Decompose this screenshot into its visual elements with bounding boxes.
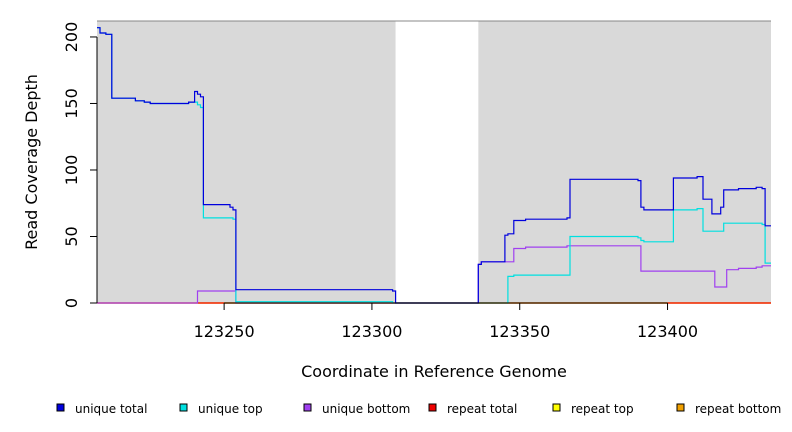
legend-swatch (303, 403, 312, 412)
legend-item-repeat-bottom: repeat bottom (676, 402, 781, 416)
legend-swatch (428, 403, 437, 412)
legend-item-unique-bottom: unique bottom (303, 402, 410, 416)
legend-swatch (56, 403, 65, 412)
x-axis-title: Coordinate in Reference Genome (301, 362, 567, 381)
y-axis-ticks: 0 50 100 150 200 (62, 22, 97, 308)
shaded-region-1 (97, 21, 396, 303)
legend-label: unique total (75, 402, 147, 416)
x-axis-ticks: 123250 123300 123350 123400 (194, 303, 698, 341)
legend-label: unique top (198, 402, 263, 416)
x-tick-label: 123300 (341, 322, 402, 341)
legend-swatch (179, 403, 188, 412)
y-tick-label: 100 (62, 155, 81, 186)
legend-label: repeat bottom (695, 402, 781, 416)
y-tick-label: 0 (62, 298, 81, 308)
legend-item-unique-total: unique total (56, 402, 147, 416)
plot-background (97, 20, 771, 303)
y-axis-title: Read Coverage Depth (22, 74, 41, 250)
legend-label: repeat top (571, 402, 634, 416)
legend-swatch (552, 403, 561, 412)
legend: unique total unique top unique bottom repea… (56, 402, 781, 416)
x-tick-label: 123250 (194, 322, 255, 341)
shaded-region-2 (478, 21, 771, 303)
legend-item-repeat-top: repeat top (552, 402, 634, 416)
legend-item-repeat-total: repeat total (428, 402, 517, 416)
legend-item-unique-top: unique top (179, 402, 263, 416)
y-tick-label: 150 (62, 88, 81, 119)
y-tick-label: 200 (62, 22, 81, 53)
y-tick-label: 50 (62, 226, 81, 246)
x-tick-label: 123400 (637, 322, 698, 341)
legend-swatch (676, 403, 685, 412)
x-tick-label: 123350 (489, 322, 550, 341)
series-line-unique-total (97, 27, 771, 304)
legend-label: unique bottom (322, 402, 410, 416)
legend-label: repeat total (447, 402, 517, 416)
